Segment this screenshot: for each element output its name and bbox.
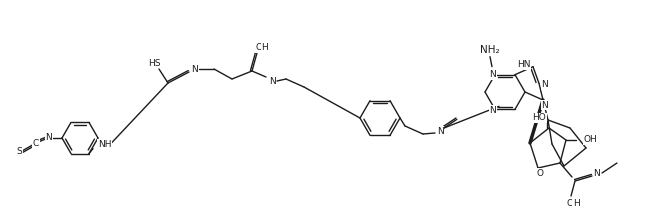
Text: C: C: [33, 138, 39, 148]
Text: O: O: [536, 168, 544, 178]
Text: N: N: [46, 134, 52, 143]
Text: N: N: [490, 70, 496, 79]
Text: NH: NH: [98, 140, 111, 149]
Text: H: H: [261, 44, 269, 53]
Text: S: S: [16, 148, 22, 157]
Text: HO: HO: [533, 113, 546, 122]
Text: HS: HS: [148, 58, 160, 67]
Text: N: N: [191, 65, 197, 74]
Text: N: N: [437, 127, 443, 136]
Text: OH: OH: [584, 136, 598, 145]
Text: N: N: [269, 76, 275, 85]
Text: H: H: [572, 198, 580, 207]
Text: N: N: [542, 101, 548, 110]
Text: HN: HN: [517, 60, 531, 69]
Text: O: O: [567, 198, 574, 207]
Text: O: O: [255, 44, 263, 53]
Text: NH₂: NH₂: [480, 45, 500, 55]
Text: N: N: [490, 106, 496, 115]
Text: N: N: [542, 80, 548, 89]
Text: N: N: [593, 168, 601, 178]
